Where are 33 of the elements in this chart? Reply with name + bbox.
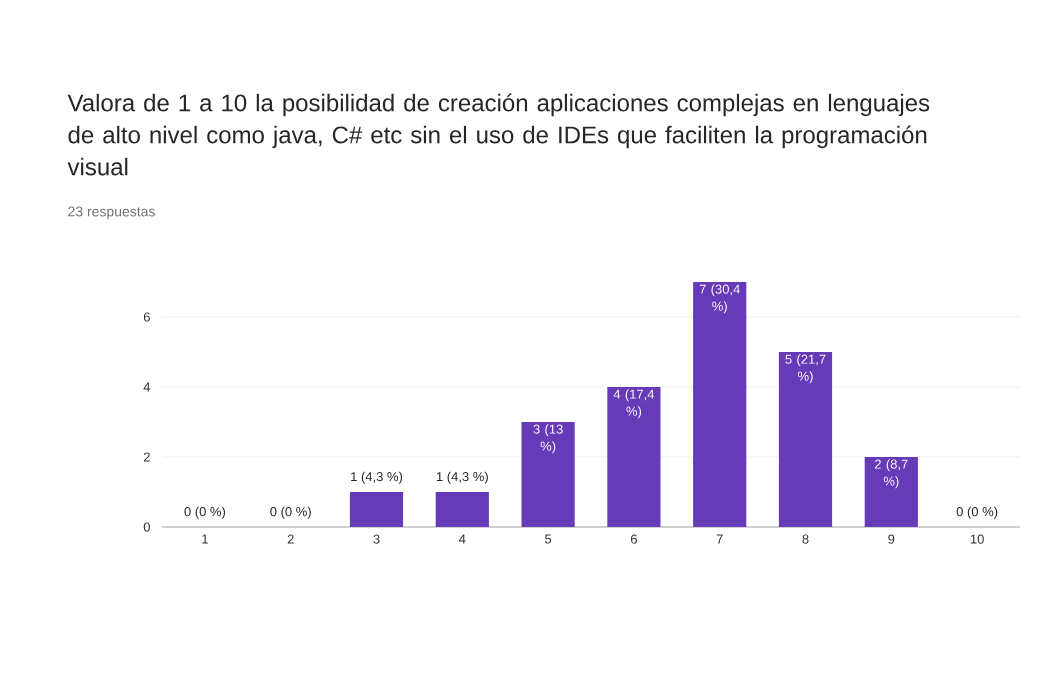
x-tick-label: 9 [888, 534, 895, 544]
data-label: 1 (4,3 %) [351, 471, 403, 484]
data-label: 2 (8,7 %) [874, 459, 908, 489]
data-label: 7 (30,4 %) [699, 284, 740, 314]
x-tick-label: 4 [458, 534, 466, 544]
bar [349, 491, 404, 527]
data-label: 0 (0 %) [184, 506, 226, 519]
data-label: 1 (4,3 %) [436, 471, 488, 484]
bar [693, 281, 747, 527]
data-label: 0 (0 %) [956, 506, 998, 519]
y-tick-label: 4 [143, 382, 151, 392]
y-tick-label: 6 [143, 312, 150, 322]
x-tick-label: 3 [373, 534, 380, 544]
x-tick-label: 2 [287, 534, 294, 544]
data-label: 3 (13 %) [533, 424, 563, 454]
x-tick-label: 10 [970, 534, 984, 544]
bar [435, 491, 489, 527]
bar [521, 421, 575, 527]
bar [864, 456, 918, 527]
x-tick-label: 7 [716, 534, 723, 544]
x-tick-label: 5 [545, 534, 552, 544]
y-tick-label: 2 [143, 452, 150, 462]
x-tick-label: 8 [802, 534, 809, 544]
x-tick-label: 1 [202, 534, 208, 544]
bar [607, 386, 661, 527]
data-label: 5 (21,7 %) [785, 354, 826, 384]
x-tick-label: 6 [630, 534, 637, 544]
data-label: 0 (0 %) [270, 506, 311, 519]
data-label: 4 (17,4 %) [613, 389, 655, 419]
bar [778, 351, 833, 527]
chart-subtitle: 23 respuestas [68, 206, 155, 220]
y-tick-label: 0 [143, 522, 150, 532]
chart-title: Valora de 1 a 10 la posibilidad de creación aplicaciones complejas en lenguajes de alto nivel como java, C# etc sin el uso de IDEs que faciliten la programación visual [67, 93, 930, 176]
